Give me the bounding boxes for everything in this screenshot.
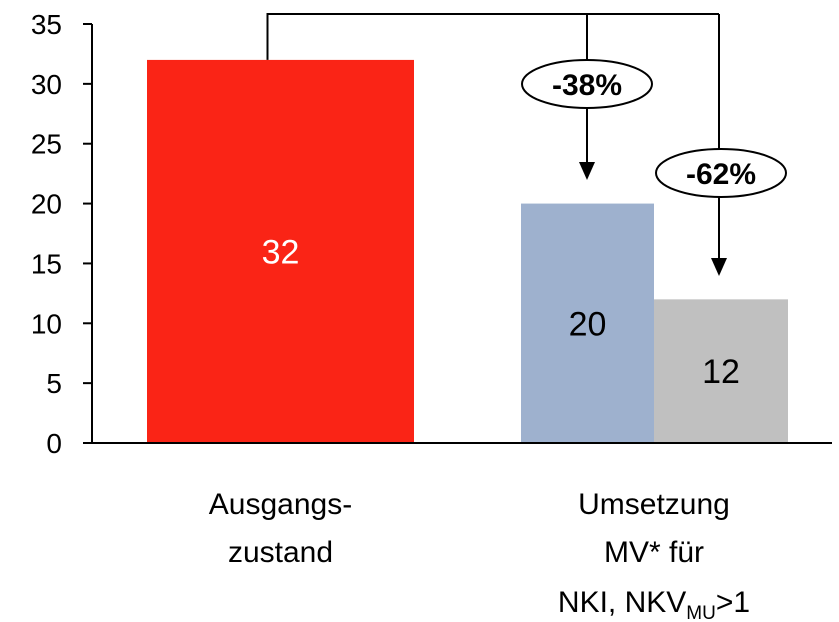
y-tick-label: 30 [31, 69, 62, 100]
y-tick-label: 0 [46, 428, 62, 459]
callout-label: -62% [686, 158, 756, 191]
category-label-line: zustand [228, 536, 333, 569]
category-label-suffix: >1 [716, 586, 750, 619]
bar-value-label: 12 [702, 353, 740, 391]
category-label-subscript: MU [686, 603, 716, 622]
category-labels: Ausgangs- zustand Umsetzung MV* für NKI,… [209, 488, 750, 622]
y-tick-label: 10 [31, 308, 62, 339]
callout-label: -38% [552, 69, 622, 102]
bar-value-labels: 32 20 12 [262, 233, 740, 391]
category-label-line-with-subscript: NKI, NKVMU>1 [558, 586, 750, 622]
reduction-callouts: -38% -62% [521, 59, 787, 198]
callout-ellipse [655, 148, 787, 198]
arrow-head [711, 258, 727, 276]
y-tick-label: 35 [31, 9, 62, 40]
y-tick-label: 25 [31, 129, 62, 160]
category-label-main: NKI, NKV [558, 586, 686, 619]
bars-layer [147, 59, 788, 444]
category-label-line: MV* für [604, 536, 704, 569]
y-axis-ticks: 0 5 10 15 20 25 30 35 [31, 9, 92, 459]
y-tick-label: 15 [31, 248, 62, 279]
arrow-head [579, 162, 595, 180]
connector-bracket [266, 13, 719, 60]
y-tick-label: 5 [46, 368, 62, 399]
callout-ellipse [521, 59, 653, 109]
bar-value-label: 20 [569, 305, 607, 343]
y-tick-label: 20 [31, 189, 62, 220]
bar [654, 299, 788, 443]
category-label-line: Umsetzung [578, 488, 730, 521]
category-label-line: Ausgangs- [209, 488, 352, 521]
bar-value-label: 32 [262, 233, 300, 271]
axes-layer [91, 24, 832, 444]
bar [147, 59, 414, 444]
bar [521, 203, 654, 443]
